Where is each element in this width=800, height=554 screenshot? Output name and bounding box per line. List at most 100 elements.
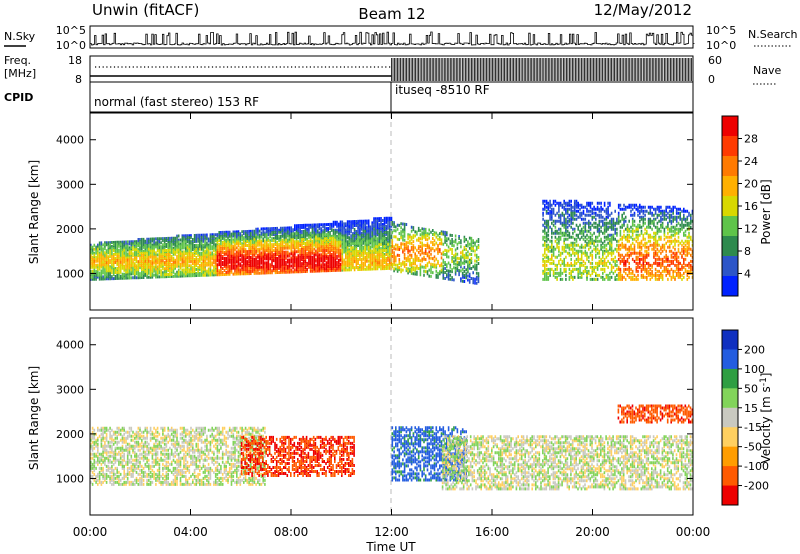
power-scatter-0-level-2 xyxy=(90,226,393,281)
nave-tick-top: 60 xyxy=(708,54,722,67)
power-colorbar-swatch-6 xyxy=(722,236,738,257)
count-tick-top-left: 10^5 xyxy=(56,24,86,37)
date-title: 12/May/2012 xyxy=(594,1,692,19)
power-colorbar-tick-label-0: 28 xyxy=(744,133,758,146)
power-scatter-2-level-6 xyxy=(617,241,694,281)
freq-tick-bottom: 8 xyxy=(75,73,82,86)
velocity-colorbar-swatch-2 xyxy=(722,368,738,389)
time-tick-label-4: 16:00 xyxy=(475,525,510,539)
power-colorbar-tick-label-5: 8 xyxy=(744,245,751,258)
count-tick-bottom-left: 10^0 xyxy=(56,39,86,52)
velocity-colorbar-tick-label-2: 50 xyxy=(744,382,758,395)
power-scatter-2-level-7 xyxy=(617,249,694,273)
time-tick-label-3: 12:00 xyxy=(374,525,409,539)
velocity-colorbar-swatch-0 xyxy=(722,330,738,350)
power-colorbar-label: Power [dB] xyxy=(759,179,773,244)
velocity-colorbar-tick-label-7: -200 xyxy=(744,480,769,493)
freq-label-line1: Freq. xyxy=(4,54,31,67)
velocity-colorbar-swatch-4 xyxy=(722,407,738,428)
power-colorbar-swatch-1 xyxy=(722,136,738,157)
velocity-ytick-label-2: 3000 xyxy=(56,383,84,396)
velocity-scatter-2-level-7 xyxy=(391,426,467,482)
power-ylabel: Slant Range [km] xyxy=(27,160,41,264)
velocity-colorbar-tick-label-0: 200 xyxy=(744,343,765,356)
power-colorbar-swatch-2 xyxy=(722,156,738,177)
power-scatter-1-level-6 xyxy=(391,242,443,263)
power-colorbar-swatch-4 xyxy=(722,196,738,217)
power-colorbar-tick-label-4: 12 xyxy=(744,223,758,236)
velocity-ytick-label-0: 1000 xyxy=(56,472,84,485)
freq-oscillation-second-mode xyxy=(391,58,694,81)
power-colorbar-swatch-7 xyxy=(722,256,738,277)
power-scatter-0-level-5 xyxy=(90,240,393,277)
velocity-scatter-4-level-1 xyxy=(617,404,694,424)
cpid-mode-2: ituseq -8510 RF xyxy=(395,83,490,97)
velocity-ylabel: Slant Range [km] xyxy=(27,366,41,470)
power-colorbar-swatch-8 xyxy=(722,276,738,297)
station-title: Unwin (fitACF) xyxy=(92,1,199,19)
power-axes: 1000 2000 3000 4000 xyxy=(56,113,694,310)
power-scatter-2-level-3 xyxy=(542,217,690,281)
velocity-scatter-3-level-4 xyxy=(441,435,694,491)
power-scatter-2-level-2 xyxy=(542,209,694,281)
velocity-colorbar-tick-label-6: -100 xyxy=(744,460,769,473)
velocity-colorbar-swatch-8 xyxy=(722,485,738,506)
velocity-colorbar-label: Velocity [m s-1] xyxy=(759,372,773,463)
power-colorbar: 28 24 20 16 12 8 4 xyxy=(721,115,758,297)
time-tick-label-6: 00:00 xyxy=(676,525,711,539)
count-tick-bottom-right: 10^0 xyxy=(706,39,736,52)
power-colorbar-title: Power xyxy=(759,208,773,244)
velocity-colorbar-swatch-3 xyxy=(722,388,738,409)
velocity-colorbar-tick-label-1: 100 xyxy=(744,363,765,376)
time-tick-label-1: 04:00 xyxy=(173,525,208,539)
freq-label-line2: [MHz] xyxy=(4,67,36,80)
time-axis: 00:00 04:00 08:00 12:00 16:00 20:00 00:00 xyxy=(73,525,711,539)
freq-strip-data xyxy=(90,58,694,81)
power-scatter-0-level-8 xyxy=(216,252,342,272)
velocity-colorbar-title: Velocity xyxy=(759,416,773,463)
velocity-colorbar-frame xyxy=(721,329,739,506)
velocity-colorbar-swatch-5 xyxy=(722,427,738,448)
power-scatter-1-level-3 xyxy=(391,226,480,278)
velocity-axes: 1000 2000 3000 4000 xyxy=(56,318,694,515)
power-ytick-label-3: 4000 xyxy=(56,134,84,147)
velocity-colorbar-swatch-6 xyxy=(722,446,738,467)
nave-label: Nave xyxy=(753,64,781,77)
power-colorbar-tick-label-3: 16 xyxy=(744,200,758,213)
nsearch-label: N.Search xyxy=(748,28,798,41)
velocity-scatter-3-level-5 xyxy=(441,435,694,491)
power-ytick-label-2: 3000 xyxy=(56,178,84,191)
velocity-colorbar-tick-label-5: -50 xyxy=(744,441,762,454)
count-strip-data xyxy=(89,31,695,46)
nsky-trace xyxy=(89,31,695,46)
velocity-colorbar-swatch-1 xyxy=(722,349,738,370)
velocity-scatter-1-level-0 xyxy=(240,435,355,477)
time-tick-label-0: 00:00 xyxy=(73,525,108,539)
power-colorbar-tick-label-1: 24 xyxy=(744,155,758,168)
velocity-colorbar-swatch-7 xyxy=(722,466,738,487)
power-colorbar-tick-label-2: 20 xyxy=(744,178,758,191)
velocity-ytick-label-3: 4000 xyxy=(56,339,84,352)
power-scatter-2-level-0 xyxy=(542,199,694,221)
power-colorbar-swatch-5 xyxy=(722,216,738,237)
time-tick-label-5: 20:00 xyxy=(575,525,610,539)
count-tick-top-right: 10^5 xyxy=(706,24,736,37)
power-scatter-1-level-1 xyxy=(393,221,480,285)
velocity-colorbar-tick-label-3: 15 xyxy=(744,402,758,415)
freq-tick-top: 18 xyxy=(68,54,82,67)
power-scatter-1-level-7 xyxy=(396,248,441,257)
power-scatter-0-level-0 xyxy=(183,216,393,238)
power-colorbar-tick-label-6: 4 xyxy=(744,268,751,281)
velocity-colorbar: 200 100 50 15 -15 -50 -100 -200 xyxy=(721,329,769,506)
velocity-scatter-1-level-1 xyxy=(240,435,355,477)
nsky-label: N.Sky xyxy=(4,30,36,43)
velocity-ytick-label-1: 2000 xyxy=(56,428,84,441)
power-scatter-0-level-7 xyxy=(216,248,342,275)
power-scatter-2-level-5 xyxy=(542,235,694,281)
cpid-label: CPID xyxy=(4,91,33,104)
velocity-data xyxy=(90,404,694,491)
velocity-colorbar-tick-label-4: -15 xyxy=(744,421,762,434)
power-scatter-2-level-4 xyxy=(542,227,694,281)
power-colorbar-swatch-0 xyxy=(722,116,738,137)
power-ytick-label-0: 1000 xyxy=(56,267,84,280)
